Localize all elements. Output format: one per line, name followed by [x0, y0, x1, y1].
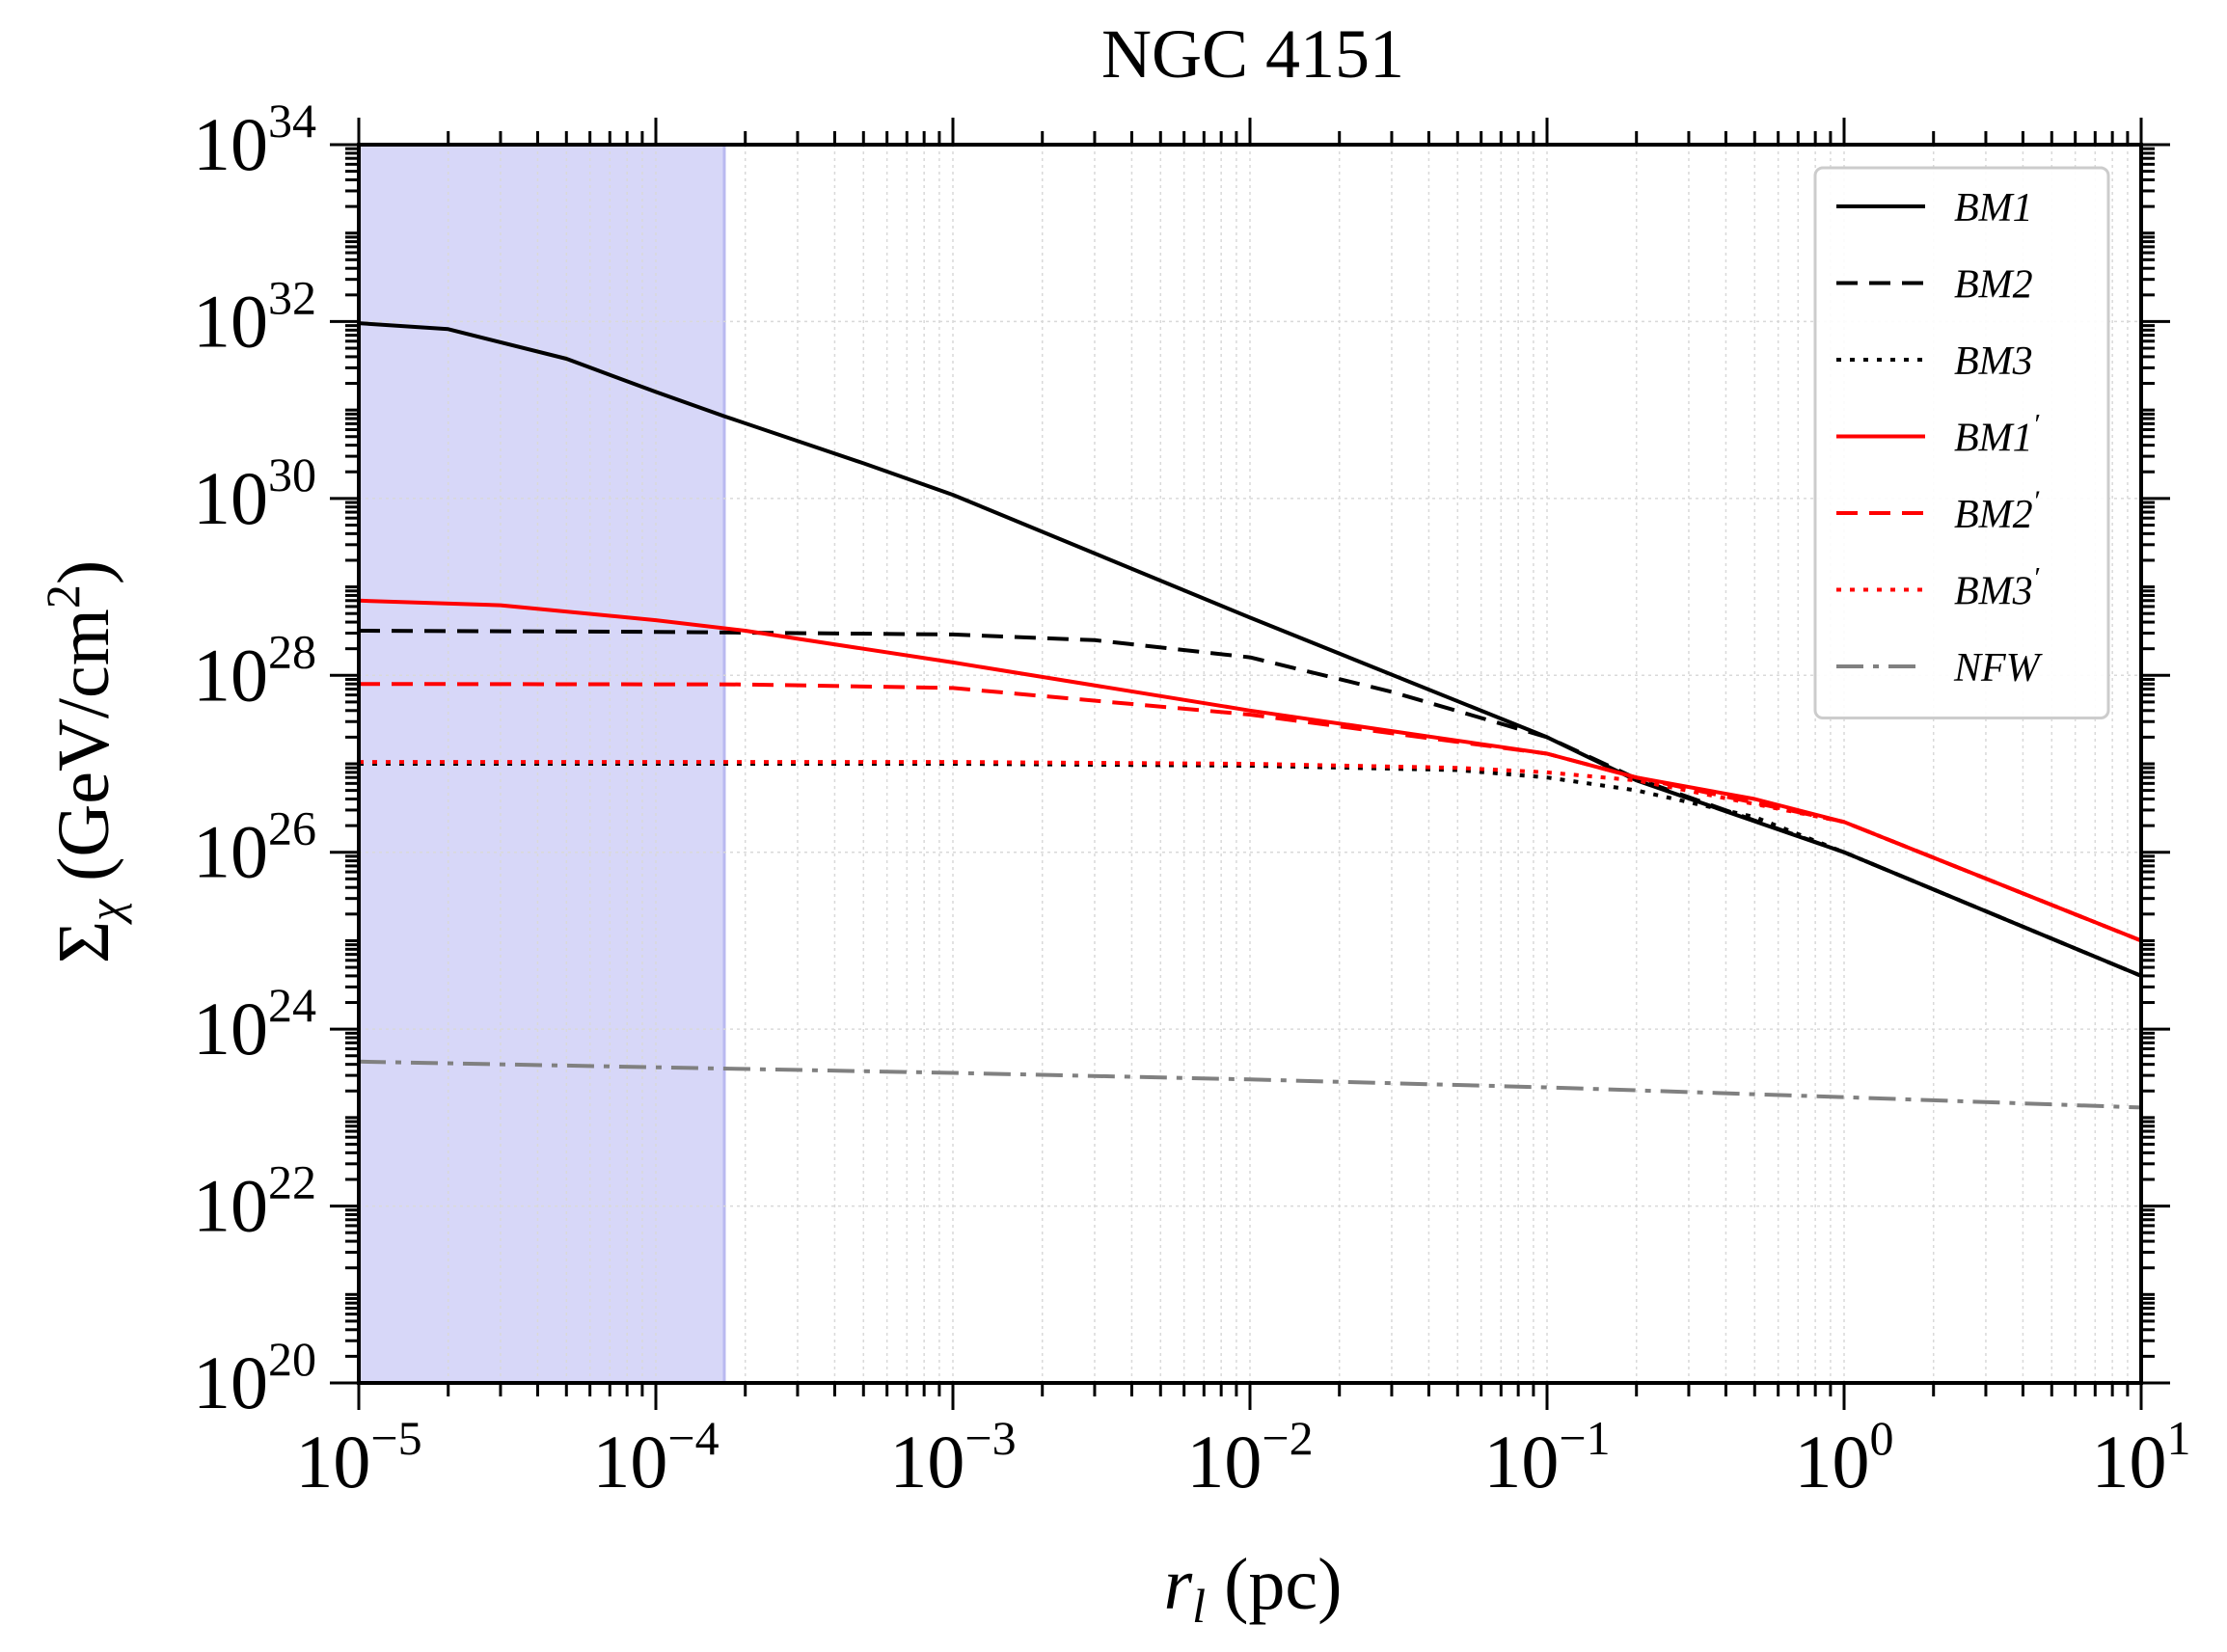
series-line-bm2-prime: [358, 682, 2142, 943]
y-axis-pre: (GeV/cm: [43, 609, 124, 900]
x-tick-label: 10−4: [592, 1411, 719, 1503]
y-tick-label: 1034: [193, 94, 316, 186]
y-tick-label: 1030: [193, 447, 316, 540]
tick-layer: [330, 118, 2170, 1410]
series-line-bm1: [358, 321, 2142, 978]
chart-title: NGC 4151: [1101, 15, 1404, 93]
y-axis-sup: 2: [36, 584, 90, 609]
x-tick-label: 100: [1795, 1411, 1894, 1503]
series-layer: [358, 321, 2142, 1110]
x-tick-label: 10−2: [1186, 1411, 1313, 1503]
legend: BM1 BM2 BM3 BM1′ BM2′ BM3′ NFW: [1813, 166, 2110, 719]
legend-label: BM3′: [1954, 562, 2040, 614]
series-line-bm1-prime: [358, 598, 2142, 943]
y-axis-post: ): [43, 560, 124, 584]
x-axis-unit: (pc): [1206, 1544, 1342, 1625]
y-axis-sub: χ: [78, 898, 132, 925]
legend-label: BM2: [1954, 263, 2033, 308]
x-tick-label: 101: [2092, 1411, 2191, 1503]
legend-label: BM3: [1954, 339, 2033, 384]
x-axis-title: rl (pc): [1164, 1544, 1343, 1633]
x-axis-sub: l: [1192, 1579, 1206, 1633]
y-tick-label: 1026: [193, 801, 316, 894]
x-axis-var: r: [1164, 1544, 1193, 1625]
y-axis-title: Σχ (GeV/cm2): [36, 560, 132, 963]
y-tick-label: 1032: [193, 270, 316, 363]
y-tick-label: 1022: [193, 1155, 316, 1248]
series-line-bm2: [358, 629, 2142, 978]
x-tick-label: 10−5: [295, 1411, 421, 1503]
legend-label: BM1′: [1954, 409, 2040, 461]
y-tick-label: 1028: [193, 624, 316, 717]
x-tick-label: 10−3: [889, 1411, 1016, 1503]
y-tick-label: 1020: [193, 1332, 316, 1424]
legend-label: BM2′: [1954, 485, 2040, 537]
legend-label: NFW: [1953, 646, 2044, 691]
y-axis-sym: Σ: [43, 921, 124, 963]
tick-label-layer: 10−5 10−4 10−3 10−2 10−1 100 101 1020 1022 1024 10…: [193, 94, 2191, 1503]
y-tick-label: 1024: [193, 978, 316, 1070]
legend-label: BM1: [1954, 186, 2033, 230]
legend-box: [1813, 166, 2110, 719]
series-line-nfw: [358, 1059, 2142, 1110]
x-tick-label: 10−1: [1483, 1411, 1610, 1503]
